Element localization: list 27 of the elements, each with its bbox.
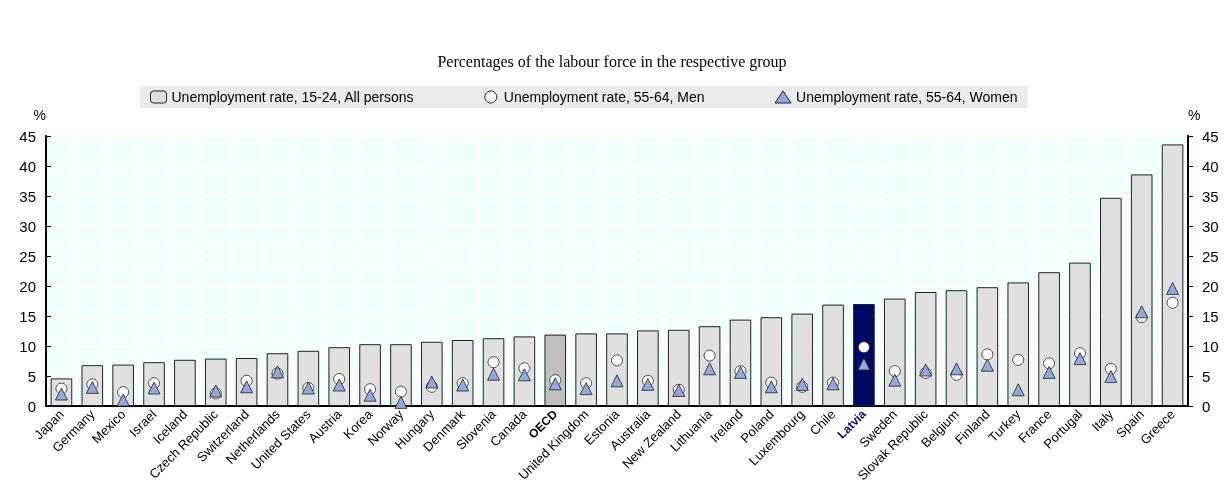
y-tick-label: 20: [19, 277, 36, 295]
y2-tick-label: 10: [1202, 337, 1219, 355]
y2-tick-label: 15: [1202, 307, 1219, 325]
y2-tick-label: 35: [1202, 187, 1219, 205]
y2-tick-label: 30: [1202, 217, 1219, 235]
y-tick-label: 35: [19, 187, 36, 205]
y2-axis-title: %: [1188, 107, 1201, 123]
legend-label: Unemployment rate, 55-64, Women: [796, 89, 1018, 105]
legend-label: Unemployment rate, 55-64, Men: [503, 89, 705, 105]
y-tick-label: 15: [19, 307, 36, 325]
y-tick-label: 5: [27, 367, 36, 385]
y-tick-label: 40: [19, 157, 36, 175]
y-tick-label: 25: [19, 247, 36, 265]
y-tick-label: 10: [19, 337, 36, 355]
chart-title: Percentages of the labour force in the respective group: [437, 52, 787, 71]
y2-tick-label: 5: [1202, 367, 1211, 385]
y2-tick-label: 25: [1202, 247, 1219, 265]
y-tick-label: 0: [27, 397, 36, 415]
y2-tick-label: 0: [1202, 397, 1211, 415]
y2-tick-label: 45: [1202, 127, 1219, 145]
y2-tick-label: 20: [1202, 277, 1219, 295]
y2-tick-label: 40: [1202, 157, 1219, 175]
y-axis-title: %: [33, 107, 46, 123]
x-tick-label: Italy: [1088, 406, 1117, 435]
y-tick-label: 45: [19, 127, 36, 145]
legend-label: Unemployment rate, 15-24, All persons: [171, 89, 414, 105]
y-tick-label: 30: [19, 217, 36, 235]
